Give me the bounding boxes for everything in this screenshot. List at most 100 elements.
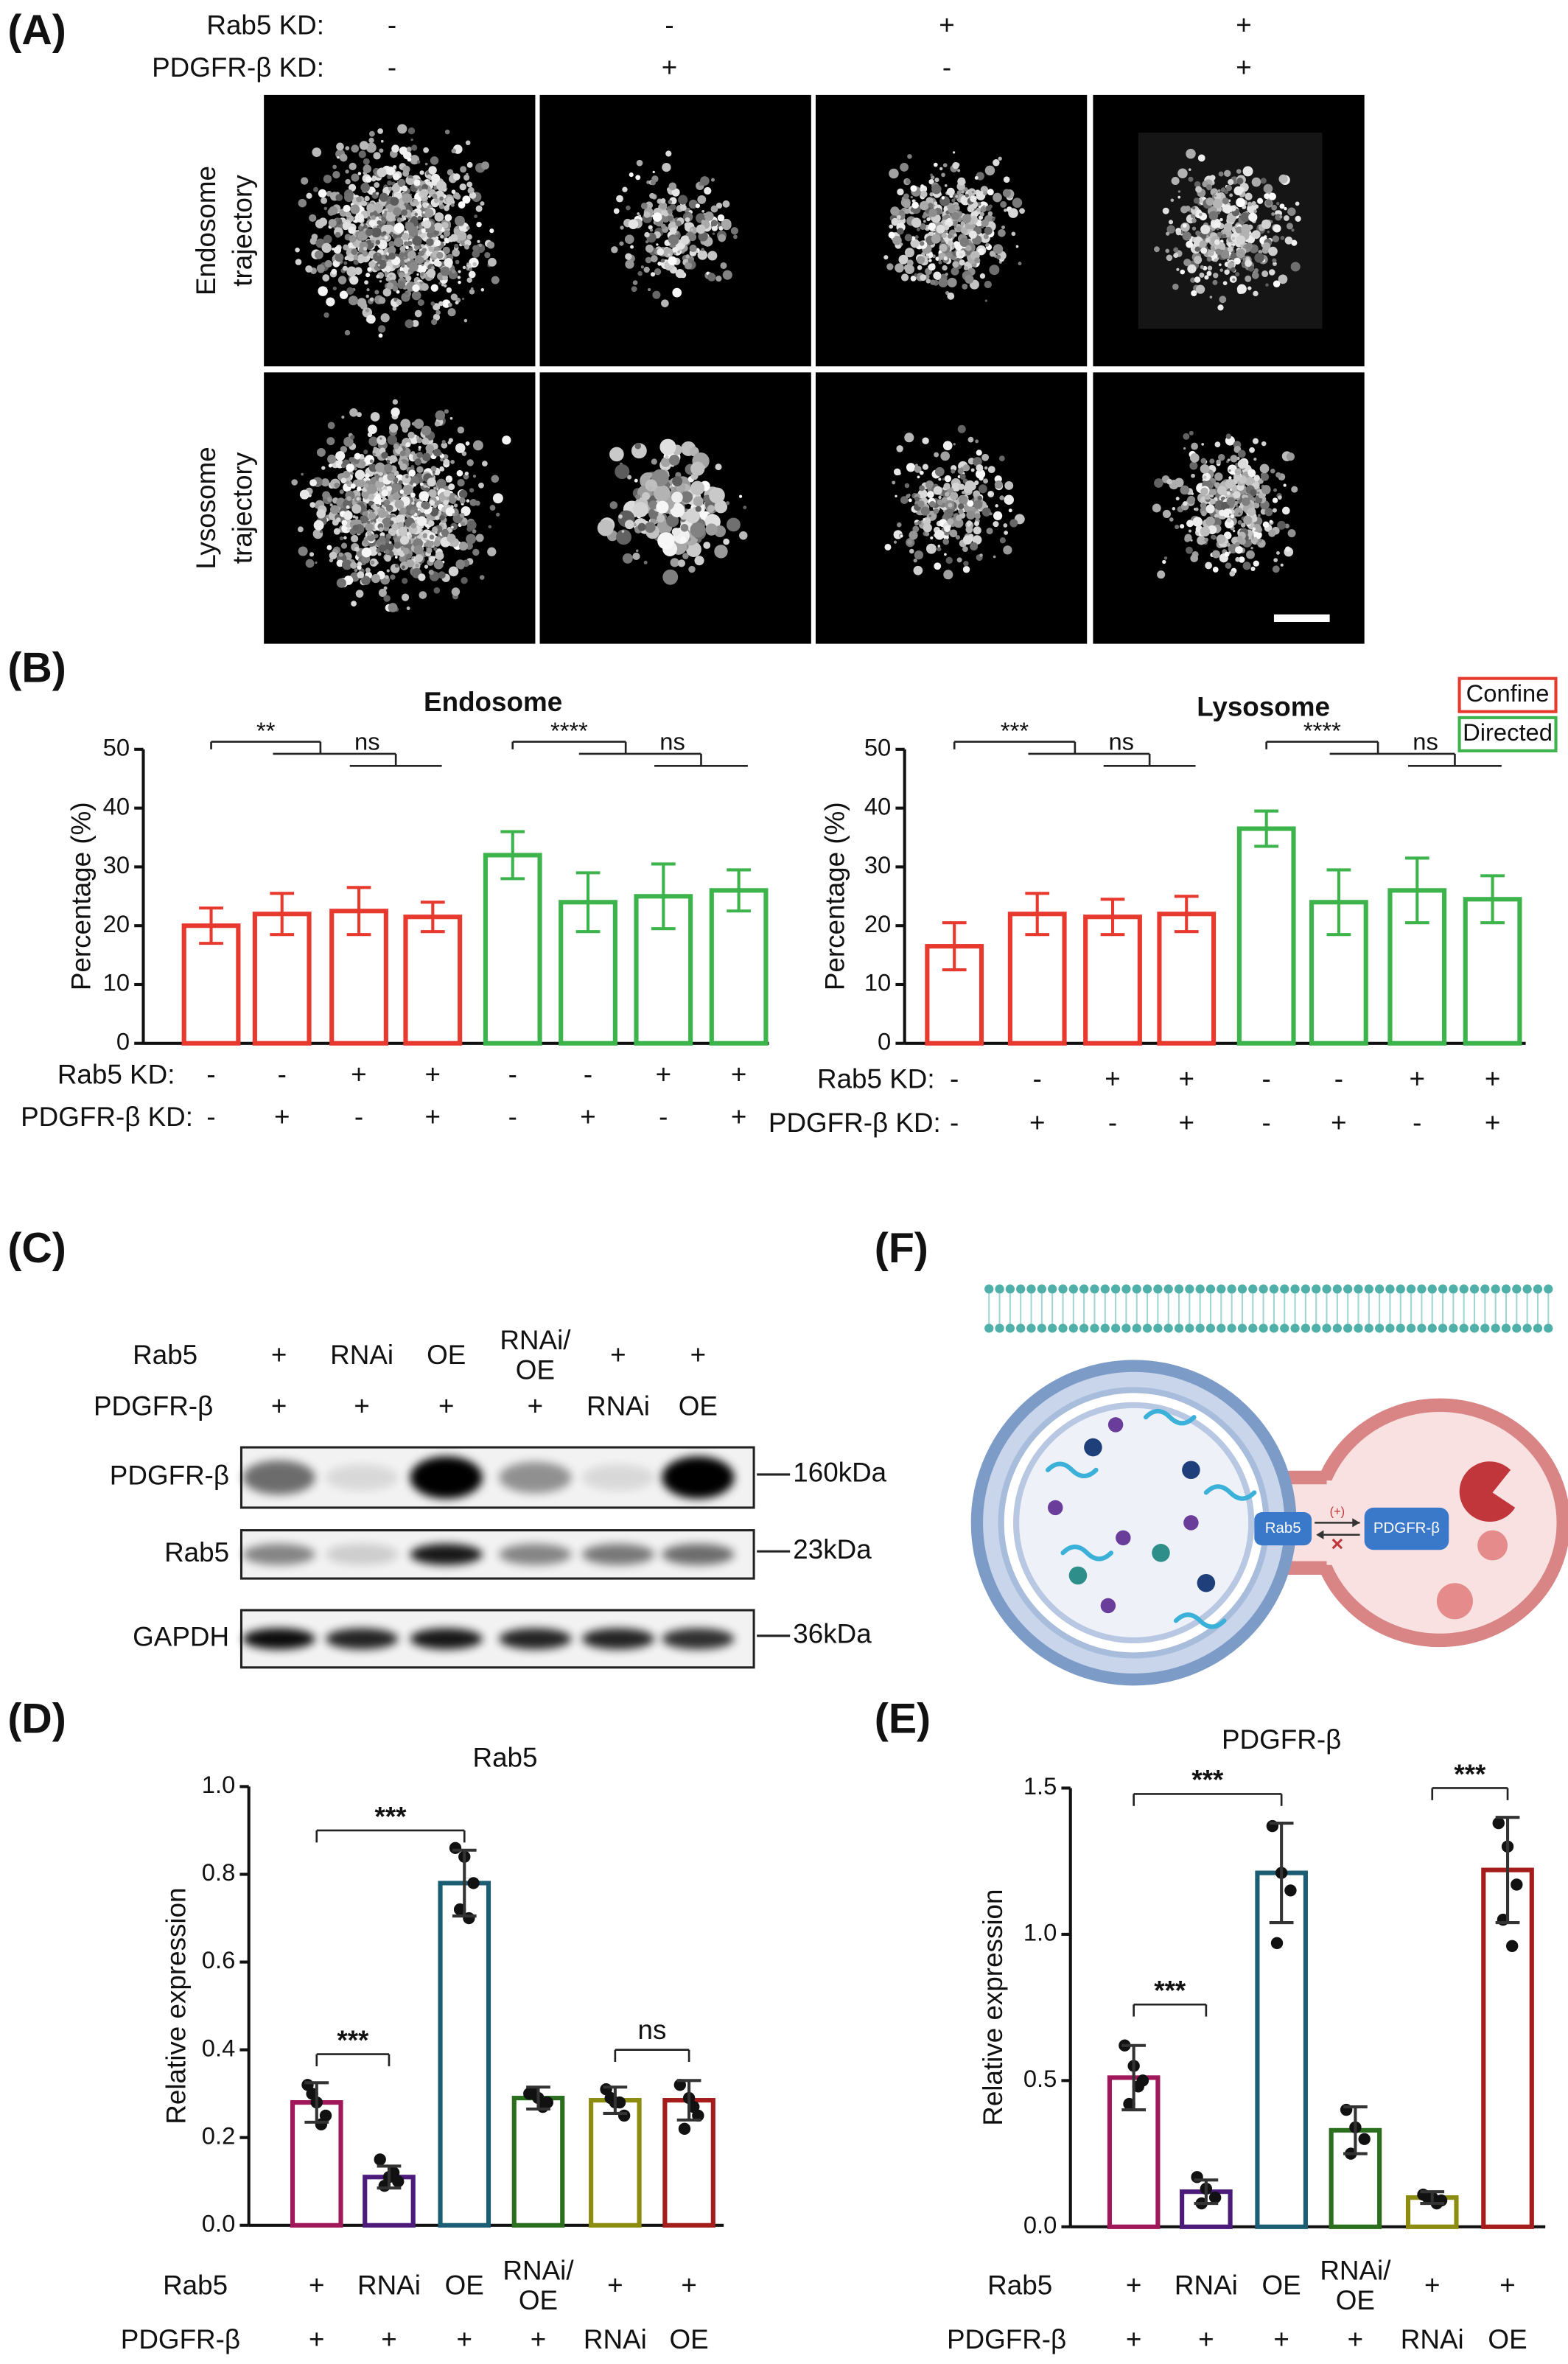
organelle [648,225,653,230]
organelle [1004,209,1007,212]
organelle [365,567,371,573]
organelle [944,553,947,556]
organelle [1225,433,1232,439]
organelle [454,495,458,499]
organelle [1018,262,1022,266]
organelle [399,146,408,155]
organelle [1189,453,1200,463]
organelle [930,279,936,285]
organelle [967,205,974,213]
organelle [996,254,1001,259]
organelle [1214,472,1223,481]
organelle [922,214,927,219]
organelle [377,552,382,556]
organelle [502,436,511,445]
organelle [394,499,405,509]
organelle [928,222,937,231]
row-title: trajectory [227,452,257,564]
organelle [365,294,369,298]
organelle [1247,469,1256,478]
organelle [965,525,973,534]
organelle [421,501,430,510]
organelle [928,263,936,271]
data-point [1492,1816,1505,1830]
organelle [351,248,358,256]
organelle [951,211,959,220]
organelle [1194,181,1201,188]
band [581,1544,655,1565]
organelle [476,221,482,228]
x-tick-label: RNAi [357,2270,421,2300]
organelle [334,482,340,489]
organelle [998,228,1006,237]
organelle [401,593,410,601]
organelle [379,148,384,153]
organelle [397,178,406,187]
organelle [963,561,969,567]
organelle [913,559,917,563]
organelle [962,464,970,472]
bar [709,888,769,1046]
organelle [450,293,458,301]
organelle [1252,527,1256,531]
pdgfr-box [1364,1507,1449,1550]
organelle [443,500,449,506]
organelle [1231,237,1235,240]
organelle [411,556,414,559]
organelle [391,144,399,153]
organelle [435,410,446,421]
organelle [433,313,441,321]
row-label: Rab5 KD: [206,10,324,41]
organelle [1210,534,1215,539]
organelle [403,217,407,220]
organelle [629,172,634,178]
organelle [1253,458,1257,461]
organelle [377,253,380,256]
organelle [496,512,500,517]
organelle [920,506,930,516]
organelle [1154,246,1160,253]
lipid-head [995,1284,1004,1294]
organelle [378,297,386,304]
organelle [333,246,342,254]
y-tick-label: 0.2 [202,2122,235,2149]
organelle [298,198,307,208]
x-tick-label: OE [1262,2270,1301,2300]
error-bar [1404,856,1429,925]
organelle [1238,556,1245,563]
organelle [438,301,444,307]
organelle [475,205,483,212]
condition-sign: - [665,10,673,41]
organelle [1015,245,1019,248]
lipid-head [1185,1284,1194,1294]
organelle [931,234,941,244]
organelle [349,471,354,475]
x-row-label: Rab5 KD: [57,1060,175,1090]
blot-header-label: PDGFR-β [94,1391,213,1421]
organelle [1272,508,1278,513]
organelle [1279,215,1283,219]
x-tick-label: + [1179,1108,1195,1138]
y-tick-label: 0.0 [202,2209,235,2237]
organelle [1228,551,1231,554]
organelle [914,465,922,473]
lipid-head [1438,1284,1448,1294]
organelle [318,286,328,296]
significance: **** [1303,717,1341,744]
organelle [318,189,327,198]
organelle [973,492,979,497]
organelle [1225,478,1235,489]
organelle [391,522,399,531]
organelle [961,189,965,194]
band [499,1461,572,1494]
organelle [952,151,956,154]
organelle [953,518,964,528]
organelle [474,214,478,219]
organelle [399,252,405,259]
organelle [402,426,409,433]
y-tick-label: 10 [864,969,891,996]
organelle [409,262,419,272]
organelle [351,601,357,607]
organelle [375,239,381,245]
organelle [899,242,903,246]
